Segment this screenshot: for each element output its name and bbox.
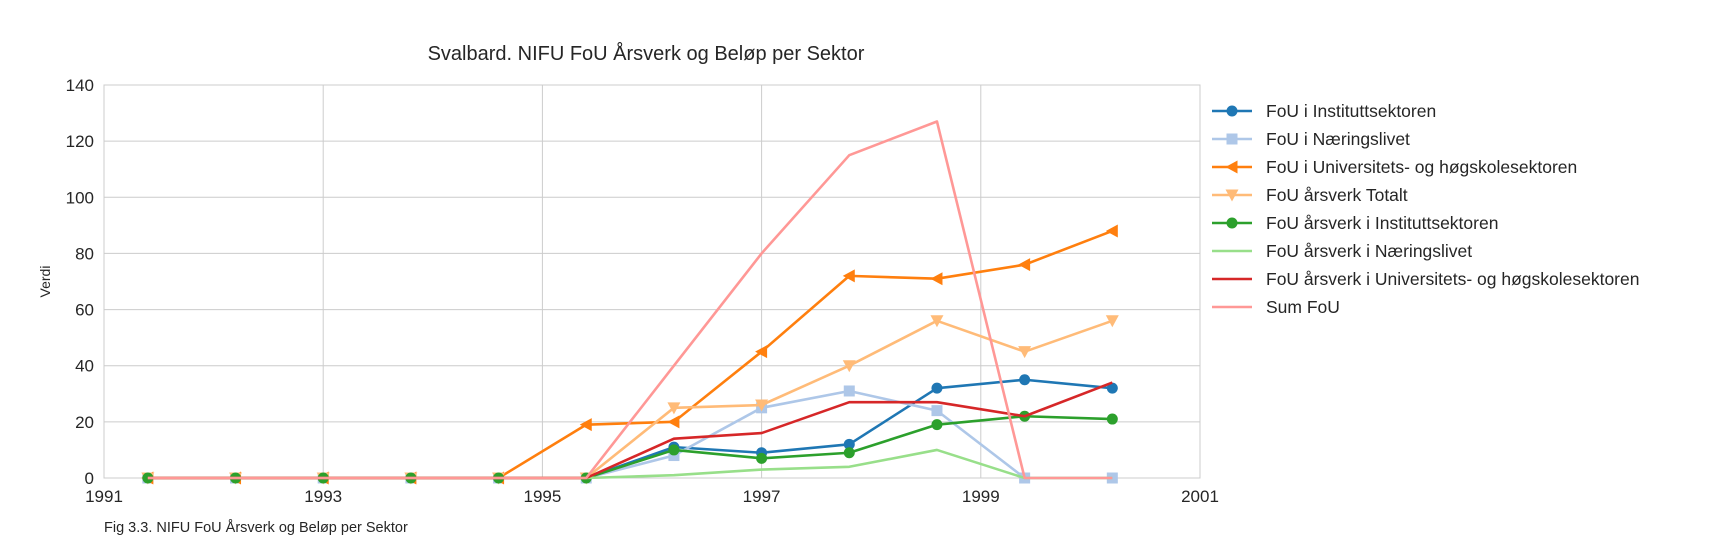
data-point <box>667 415 680 429</box>
data-point <box>668 444 680 456</box>
x-tick-label: 1995 <box>523 487 561 506</box>
legend-marker <box>1225 160 1238 174</box>
legend-item: FoU i Instituttsektoren <box>1212 101 1436 121</box>
data-point <box>843 385 855 397</box>
legend-label: FoU årsverk i Instituttsektoren <box>1266 213 1498 233</box>
data-point <box>930 315 944 328</box>
data-point <box>843 438 855 450</box>
legend-marker <box>1226 133 1238 145</box>
legend-item: FoU i Universitets- og høgskolesektoren <box>1212 157 1577 177</box>
data-point <box>1105 224 1118 238</box>
data-point <box>931 419 943 431</box>
legend-item: FoU årsverk Totalt <box>1212 185 1408 205</box>
data-point <box>755 399 769 412</box>
plot-area-frame <box>103 84 1201 479</box>
y-tick-label: 20 <box>75 413 94 432</box>
legend-label: FoU i Næringslivet <box>1266 129 1410 149</box>
x-tick-label: 2001 <box>1181 487 1219 506</box>
legend-label: Sum FoU <box>1266 297 1340 317</box>
y-axis-label: Verdi <box>37 266 53 298</box>
data-point <box>1018 346 1032 359</box>
data-point <box>931 405 943 417</box>
grid <box>103 84 1201 479</box>
data-point <box>842 269 855 283</box>
legend-item: FoU årsverk i Universitets- og høgskoles… <box>1212 269 1639 289</box>
data-point <box>931 382 943 394</box>
data-point <box>667 402 681 415</box>
data-point <box>756 452 768 464</box>
data-point <box>579 418 592 432</box>
data-point <box>668 450 680 462</box>
chart-title: Svalbard. NIFU FoU Årsverk og Beløp per … <box>428 42 865 65</box>
x-tick-label: 1991 <box>85 487 123 506</box>
y-tick-label: 0 <box>85 469 94 488</box>
x-tick-label: 1993 <box>304 487 342 506</box>
legend-label: FoU årsverk i Universitets- og høgskoles… <box>1266 269 1639 289</box>
data-point <box>1019 374 1031 386</box>
series-layer <box>141 120 1119 485</box>
y-tick-label: 40 <box>75 357 94 376</box>
data-point <box>843 447 855 459</box>
y-tick-label: 100 <box>66 188 94 207</box>
legend-item: Sum FoU <box>1212 297 1340 317</box>
y-tick-label: 140 <box>66 76 94 95</box>
legend-item: FoU i Næringslivet <box>1212 129 1410 149</box>
series-line <box>147 120 1113 480</box>
legend-label: FoU årsverk i Næringslivet <box>1266 241 1472 261</box>
legend-marker <box>1226 105 1238 117</box>
data-point <box>1106 413 1118 425</box>
y-tick-label: 120 <box>66 132 94 151</box>
data-point <box>1018 258 1031 272</box>
series-line <box>147 414 1113 480</box>
data-point <box>1105 315 1119 328</box>
series-2 <box>142 385 1118 484</box>
series-line <box>147 319 1113 480</box>
legend-label: FoU årsverk Totalt <box>1266 185 1408 205</box>
data-point <box>1106 382 1118 394</box>
data-point <box>930 272 943 286</box>
figure-caption: Fig 3.3. NIFU FoU Årsverk og Beløp per S… <box>104 519 408 536</box>
x-tick-label: 1997 <box>743 487 781 506</box>
data-point <box>842 360 856 373</box>
x-tick-label: 1999 <box>962 487 1000 506</box>
legend-label: FoU i Universitets- og høgskolesektoren <box>1266 157 1577 177</box>
axis-ticks: 0 20 40 60 80 100 120 140 1991 1993 1995 1997 1999 20… <box>66 76 1219 506</box>
legend-item: FoU årsverk i Næringslivet <box>1212 241 1472 261</box>
data-point <box>755 345 768 359</box>
legend: FoU i Instituttsektoren FoU i Næringslive… <box>1212 101 1639 317</box>
legend-marker <box>1225 189 1239 202</box>
series-line <box>147 229 1113 480</box>
y-tick-label: 80 <box>75 244 94 263</box>
legend-item: FoU årsverk i Instituttsektoren <box>1212 213 1498 233</box>
legend-marker <box>1226 217 1238 229</box>
y-tick-label: 60 <box>75 301 94 320</box>
legend-label: FoU i Instituttsektoren <box>1266 101 1436 121</box>
series-8 <box>147 120 1113 480</box>
